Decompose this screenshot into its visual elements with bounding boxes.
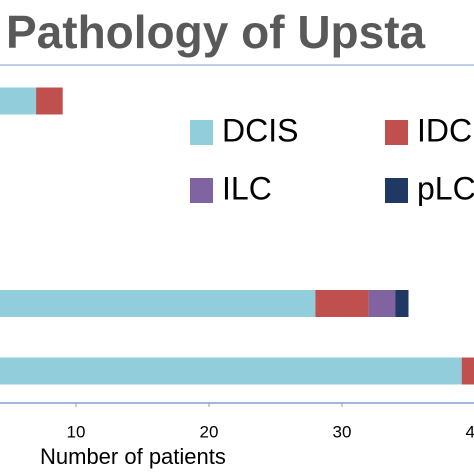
x-axis-label: Number of patients [40, 444, 226, 469]
legend-swatch [385, 120, 408, 145]
bar-segment [315, 290, 369, 317]
legend-label: ILC [222, 170, 272, 206]
chart-title: Pathology of Upsta [6, 6, 426, 58]
bar-segment [461, 357, 474, 385]
x-tick-label: 20 [200, 422, 219, 441]
bar-segment [368, 290, 396, 317]
x-tick-label: 40 [466, 422, 474, 441]
x-tick-label: 30 [333, 422, 352, 441]
legend-swatch [190, 178, 213, 203]
bar-segment [395, 290, 409, 317]
legend-label: IDC [417, 112, 472, 148]
legend-label: pLC [417, 170, 474, 206]
x-tick-label: 10 [67, 422, 86, 441]
bar-segment [36, 87, 63, 115]
legend-swatch [385, 178, 408, 203]
bar-segment [0, 87, 37, 115]
bar-segment [0, 357, 462, 385]
legend-label: DCIS [222, 112, 298, 148]
legend-swatch [190, 120, 213, 145]
bar-segment [0, 290, 316, 317]
